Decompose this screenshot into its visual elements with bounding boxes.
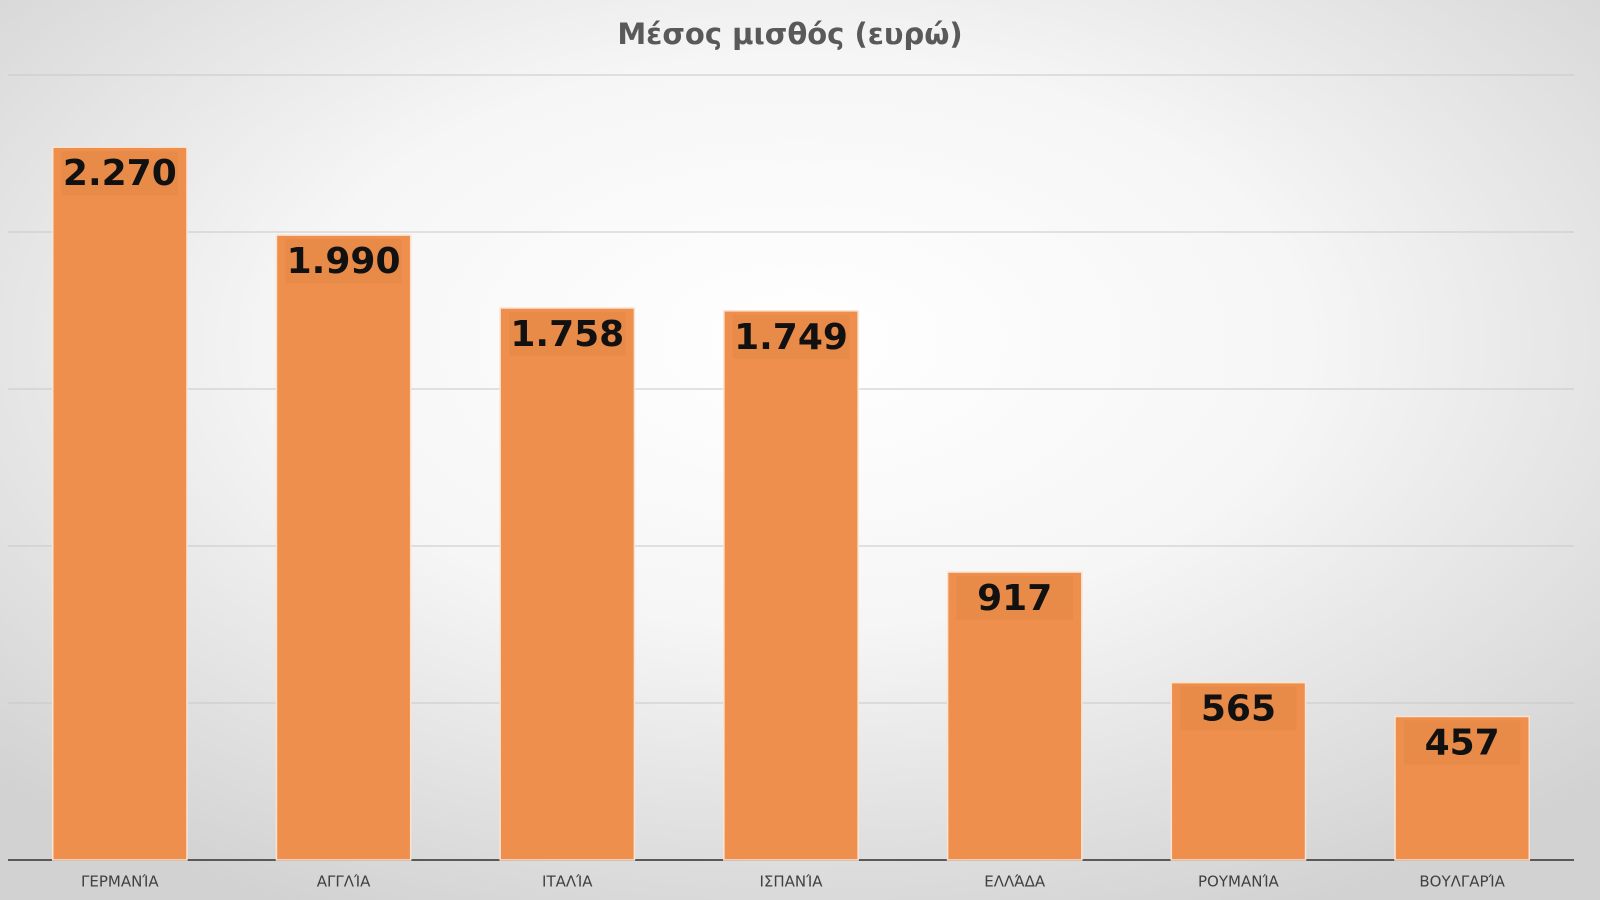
value-label-bg xyxy=(1180,686,1297,731)
bar xyxy=(51,146,188,861)
x-tick-label: ΕΛΛΆΔΑ xyxy=(984,873,1046,891)
value-label: 2.270 xyxy=(63,153,177,194)
x-tick-label: ΡΟΥΜΑΝΊΑ xyxy=(1198,873,1280,891)
value-label-bg xyxy=(285,239,402,284)
x-tick-label: ΓΕΡΜΑΝΊΑ xyxy=(81,873,159,891)
x-tick-label: ΙΣΠΑΝΊΑ xyxy=(759,873,823,891)
value-label: 1.758 xyxy=(510,314,624,355)
value-label: 457 xyxy=(1425,723,1500,764)
x-tick-label: ΙΤΑΛΊΑ xyxy=(542,873,593,891)
value-label: 565 xyxy=(1201,689,1276,730)
value-label-bg xyxy=(509,311,626,356)
x-tick-label: ΑΓΓΛΊΑ xyxy=(317,873,371,891)
bar xyxy=(275,234,412,861)
value-label-bg xyxy=(956,576,1073,621)
value-label: 1.990 xyxy=(287,241,401,282)
value-label: 917 xyxy=(977,578,1052,619)
chart-title: Μέσος μισθός (ευρώ) xyxy=(617,17,962,51)
value-label-bg xyxy=(61,151,179,196)
bar xyxy=(499,307,636,861)
x-tick-label: ΒΟΥΛΓΑΡΊΑ xyxy=(1419,873,1505,891)
value-label: 1.749 xyxy=(734,317,848,358)
bar xyxy=(723,310,859,861)
value-label-bg xyxy=(1403,720,1521,765)
value-label-bg xyxy=(732,314,850,359)
